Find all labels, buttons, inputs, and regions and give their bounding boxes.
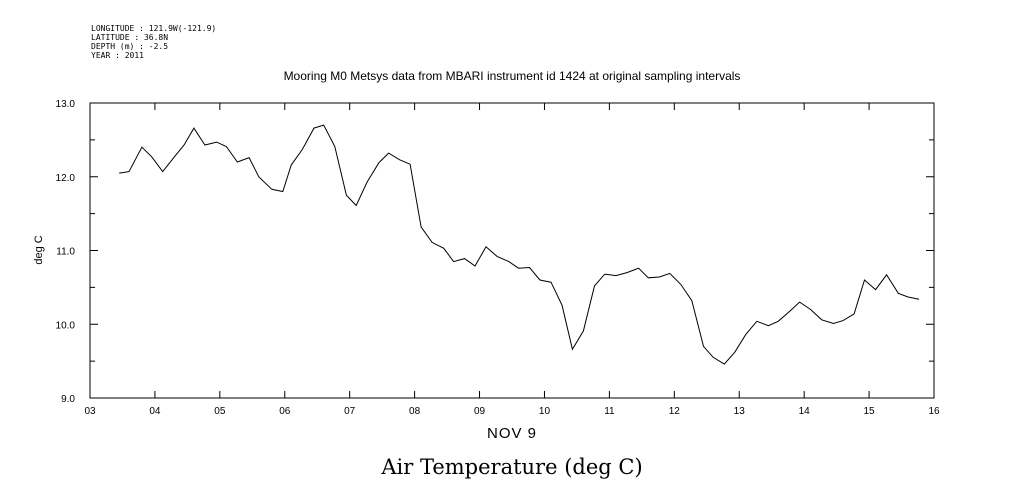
y-tick-label: 12.0 [56,173,76,184]
y-tick-label: 13.0 [56,99,76,110]
x-axis-label: NOV 9 [487,425,537,442]
x-tick-label: 05 [214,406,226,417]
meta-latitude: LATITUDE : 36.8N [91,33,168,42]
y-axis-label: deg C [33,235,45,264]
x-tick-label: 10 [539,406,551,417]
x-tick-label: 13 [734,406,746,417]
meta-year: YEAR : 2011 [91,51,144,60]
x-tick-label: 03 [84,406,96,417]
x-tick-label: 11 [604,406,615,417]
x-axis: 03 04 05 06 07 08 09 10 11 12 13 14 15 16 [84,103,940,417]
x-tick-label: 12 [669,406,681,417]
chart-title: Mooring M0 Metsys data from MBARI instru… [284,69,741,83]
plot-frame [89,102,935,399]
series-group [119,124,920,365]
y-tick-label: 10.0 [56,320,76,331]
y-tick-label: 9.0 [61,394,75,405]
x-tick-label: 08 [409,406,421,417]
chart-caption: Air Temperature (deg C) [380,455,642,479]
x-tick-label: 14 [799,406,811,417]
x-tick-label: 07 [344,406,356,417]
x-tick-label: 16 [928,406,940,417]
meta-longitude: LONGITUDE : 121.9W(-121.9) [91,24,216,33]
y-axis: 9.0 10.0 11.0 12.0 13.0 [56,99,934,405]
y-tick-label: 11.0 [56,247,75,258]
meta-depth: DEPTH (m) : -2.5 [91,42,168,51]
x-tick-label: 04 [149,406,161,417]
x-tick-label: 09 [474,406,486,417]
x-tick-label: 06 [279,406,291,417]
series-line [119,124,920,365]
x-tick-label: 15 [864,406,876,417]
